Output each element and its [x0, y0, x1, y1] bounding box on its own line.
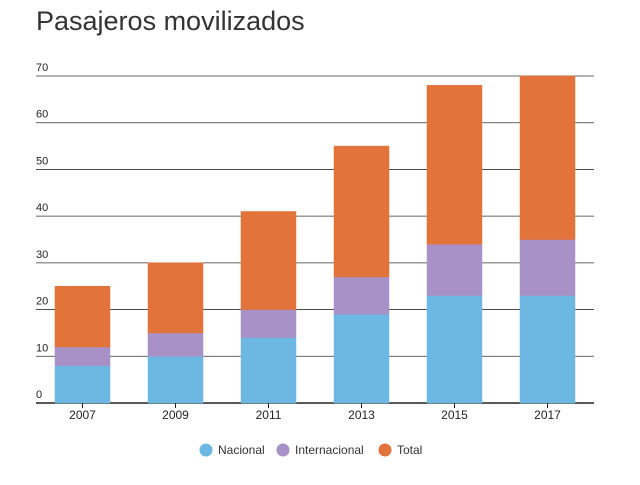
y-tick-label: 30 [36, 249, 48, 261]
y-tick-label: 70 [36, 62, 48, 74]
y-tick-label: 10 [36, 342, 48, 354]
legend-label-nacional: Nacional [218, 443, 265, 457]
bars [54, 75, 576, 404]
y-axis-ticks: 0 10 20 30 40 50 60 70 [36, 62, 48, 401]
y-tick-label: 60 [36, 109, 48, 121]
bar-total-2013 [333, 145, 390, 278]
y-tick-label: 50 [36, 155, 48, 167]
bar-nacional-2011 [240, 337, 297, 404]
bar-nacional-2009 [147, 356, 204, 404]
bar-total-2017 [519, 75, 576, 240]
bar-nacional-2007 [54, 365, 111, 404]
bar-total-2011 [240, 211, 297, 310]
bar-internacional-2007 [54, 346, 111, 366]
y-tick-label: 20 [36, 296, 48, 308]
bar-total-2007 [54, 285, 111, 348]
x-tick-label: 2015 [441, 408, 468, 422]
gridlines [36, 75, 594, 404]
bar-total-2009 [147, 262, 204, 334]
bar-total-2015 [426, 85, 483, 245]
legend-swatch-internacional [276, 443, 290, 457]
x-tick-label: 2009 [162, 408, 189, 422]
bar-nacional-2017 [519, 295, 576, 404]
x-axis-ticks: 2007 2009 2011 2013 2015 2017 [69, 403, 561, 422]
legend-label-internacional: Internacional [295, 443, 364, 457]
bar-internacional-2009 [147, 332, 204, 357]
bar-internacional-2017 [519, 239, 576, 296]
x-tick-label: 2013 [348, 408, 375, 422]
x-tick-label: 2007 [69, 408, 96, 422]
legend-swatch-total [378, 443, 392, 457]
x-tick-label: 2017 [534, 408, 561, 422]
bar-internacional-2013 [333, 276, 390, 315]
bar-internacional-2011 [240, 309, 297, 338]
legend-swatch-nacional [199, 443, 213, 457]
bar-nacional-2013 [333, 313, 390, 404]
bar-internacional-2015 [426, 243, 483, 296]
bar-nacional-2015 [426, 295, 483, 404]
legend-label-total: Total [397, 443, 422, 457]
y-tick-label: 0 [36, 389, 42, 401]
x-tick-label: 2011 [256, 408, 282, 422]
legend: Nacional Internacional Total [199, 443, 422, 457]
y-tick-label: 40 [36, 202, 48, 214]
chart-title: Pasajeros movilizados [36, 6, 305, 36]
